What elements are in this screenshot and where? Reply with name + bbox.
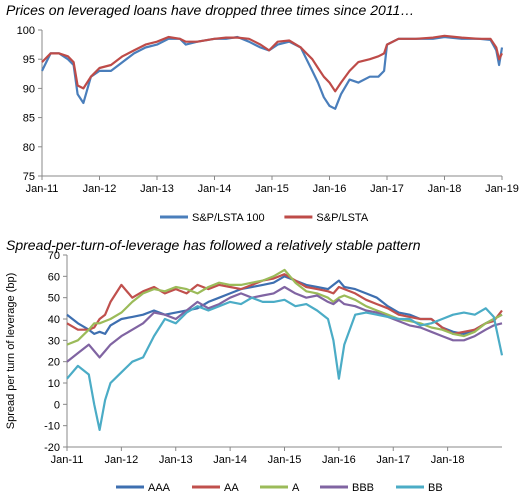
chart2-plot: -20 -10 0 10 20 30 40 50 60 70 Jan-11 Jan-12 Jan-13 J…	[5, 250, 504, 494]
series-line-bbb	[66, 285, 503, 363]
y-tick-label: 85	[23, 113, 35, 125]
x-tick-label: Jan-17	[370, 183, 404, 195]
y-tick-label: 50	[48, 293, 60, 305]
series-line-a	[66, 268, 503, 346]
x-tick-label: Jan-11	[51, 454, 84, 466]
x-tick-label: Jan-16	[322, 454, 356, 466]
y-tick-label: 80	[23, 142, 35, 154]
x-tick-label: Jan-13	[140, 183, 174, 195]
x-tick-label: Jan-12	[83, 183, 117, 195]
x-tick-label: Jan-16	[313, 183, 347, 195]
y-tick-label: -10	[44, 421, 60, 433]
x-tick-label: Jan-14	[198, 183, 232, 195]
legend-label: BB	[428, 482, 443, 494]
legend-label: BBB	[352, 482, 374, 494]
x-tick-label: Jan-14	[213, 454, 247, 466]
y-tick-label: 20	[48, 357, 60, 369]
y-tick-label: 40	[48, 314, 60, 326]
legend-label: AA	[224, 482, 239, 494]
chart1-plot: 75 80 85 90 95 100 Jan-11 Jan-12 Jan-13 Jan-14 Jan…	[17, 25, 519, 224]
y-tick-label: 100	[17, 25, 35, 37]
y-tick-label: 30	[48, 335, 60, 347]
y-tick-label: -20	[44, 442, 60, 454]
legend-label: A	[292, 482, 300, 494]
x-tick-label: Jan-18	[428, 183, 462, 195]
y-tick-label: 0	[54, 399, 60, 411]
y-axis-label: Spread per turn of leverage (bp)	[5, 273, 17, 430]
series-line-aaa	[66, 275, 503, 336]
y-tick-label: 95	[23, 54, 35, 66]
legend-label: S&P/LSTA	[316, 212, 368, 224]
chart1-title: Prices on leveraged loans have dropped t…	[6, 2, 415, 18]
x-tick-label: Jan-19	[485, 183, 519, 195]
x-tick-label: Jan-18	[431, 454, 465, 466]
x-tick-label: Jan-13	[159, 454, 193, 466]
x-tick-label: Jan-17	[376, 454, 410, 466]
chart2-title: Spread-per-turn-of-leverage has followed…	[6, 237, 421, 253]
legend-label: S&P/LSTA 100	[192, 212, 265, 224]
x-tick-label: Jan-15	[268, 454, 302, 466]
legend-label: AAA	[148, 482, 171, 494]
y-tick-label: 75	[23, 171, 35, 183]
series-line-bb	[66, 296, 504, 431]
x-tick-label: Jan-12	[105, 454, 139, 466]
series-line-aa	[66, 273, 503, 336]
y-tick-label: 60	[48, 271, 60, 283]
y-tick-label: 70	[48, 250, 60, 262]
series-line-s-p-lsta	[41, 34, 503, 93]
x-tick-label: Jan-11	[26, 183, 59, 195]
x-tick-label: Jan-15	[255, 183, 289, 195]
y-tick-label: 10	[48, 378, 60, 390]
y-tick-label: 90	[23, 83, 35, 95]
